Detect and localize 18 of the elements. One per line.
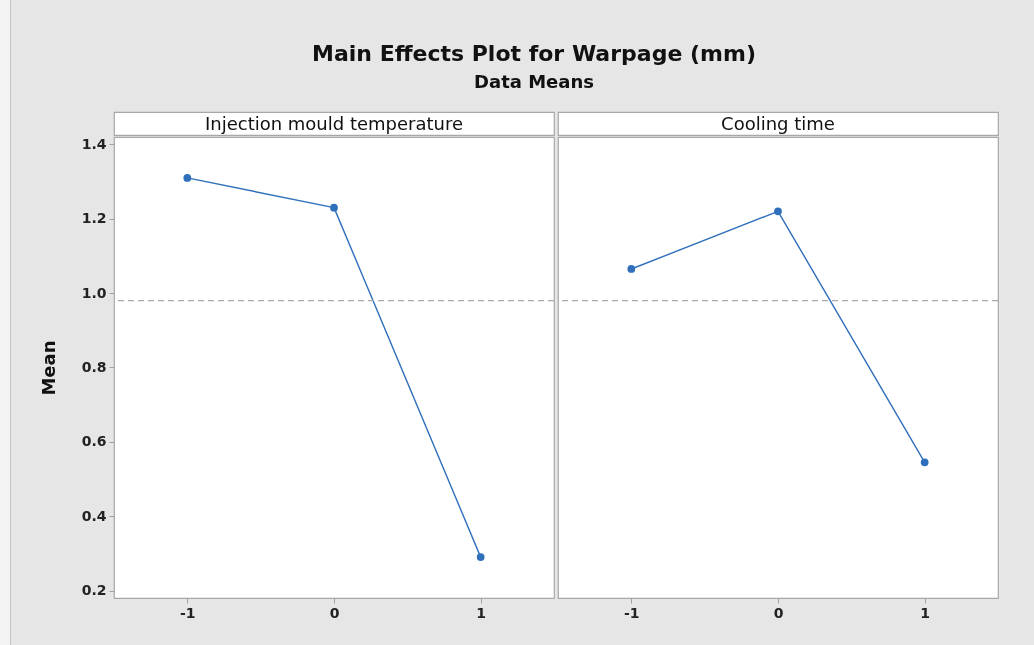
y-tick-label: 1.2 xyxy=(81,210,107,227)
x-tick-label: -1 xyxy=(624,604,640,621)
y-axis-title: Mean xyxy=(37,340,59,396)
x-tick-label: -1 xyxy=(180,604,196,621)
x-axis-title: Injection mould temperature xyxy=(204,112,464,134)
x-tick-label: 0 xyxy=(773,604,784,621)
y-tick-label: 1.0 xyxy=(81,284,107,301)
y-tick-label: 0.4 xyxy=(81,507,107,524)
x-tick-label: 1 xyxy=(920,604,931,621)
x-axis-title: Cooling time xyxy=(721,112,835,134)
y-tick-label: 1.4 xyxy=(81,135,107,152)
y-tick-label: 0.6 xyxy=(81,433,107,450)
x-tick-label: 1 xyxy=(476,604,487,621)
chart-title: Main Effects Plot for Warpage (mm) xyxy=(311,40,757,68)
y-tick-label: 0.8 xyxy=(81,359,107,375)
chart-subtitle: Data Means xyxy=(473,70,595,94)
y-tick-label: 0.2 xyxy=(81,582,107,599)
x-tick-label: 0 xyxy=(329,604,340,621)
